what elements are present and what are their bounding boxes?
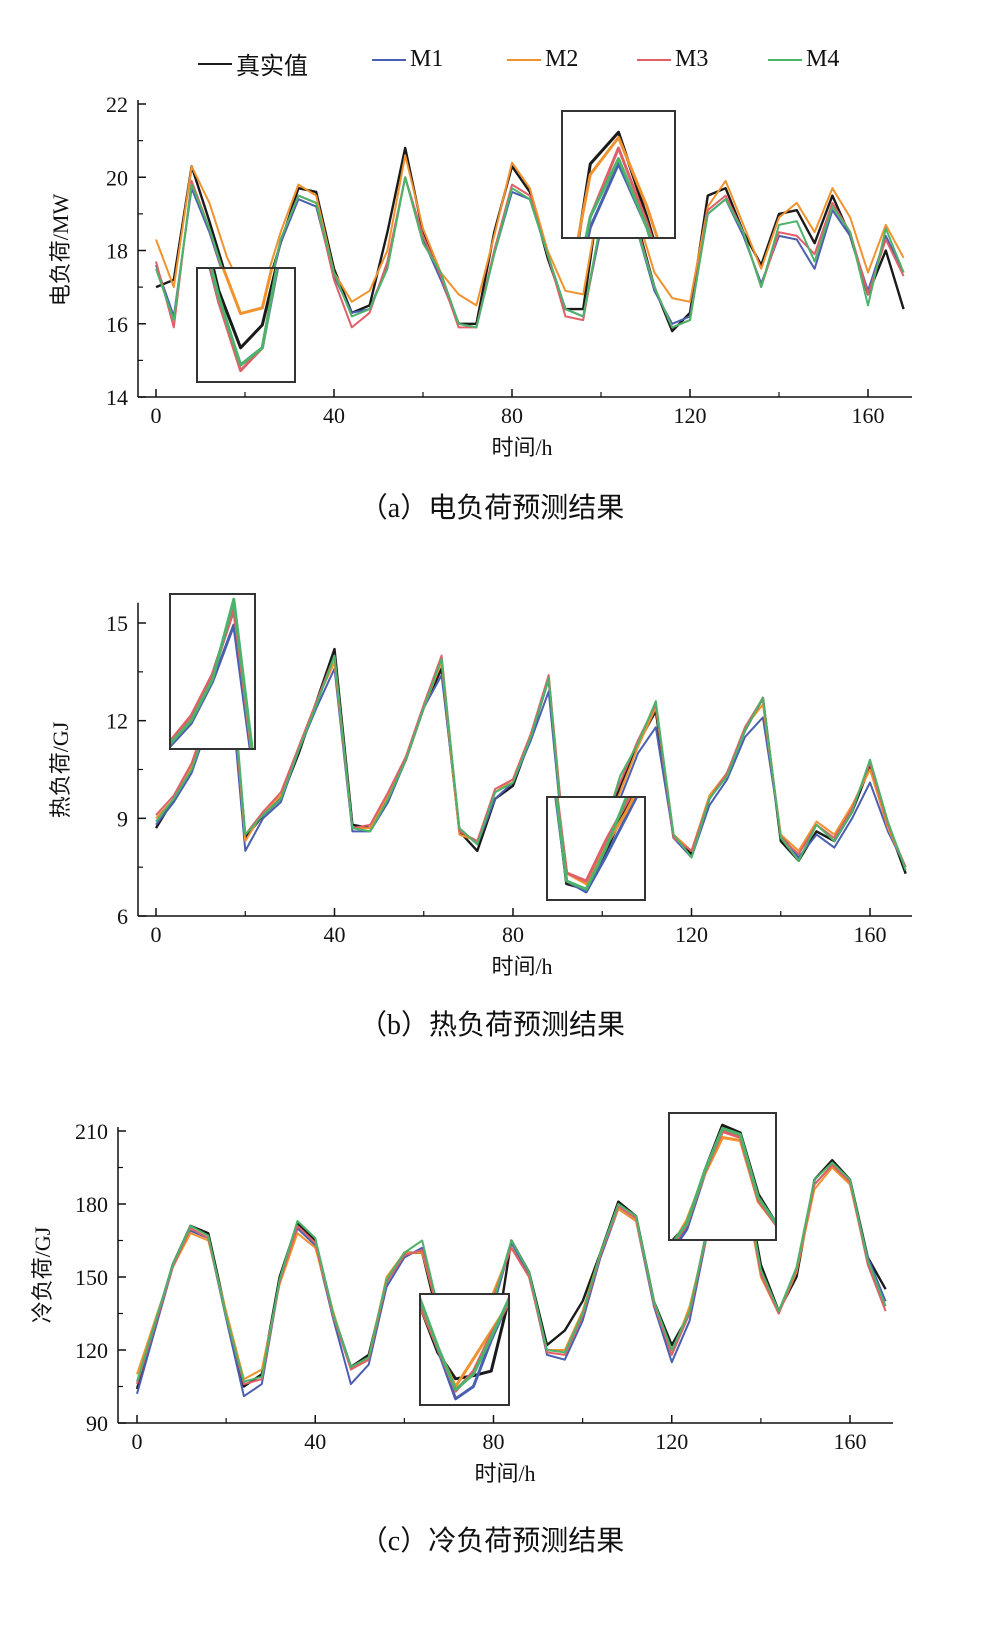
x-tick-label: 0 <box>151 403 162 428</box>
y-tick-label: 120 <box>75 1338 108 1363</box>
chart-c: 90 120 150 180 210 0 40 80 120 160 时间/h 冷负荷/GJ <box>30 1112 893 1486</box>
x-tick-label: 80 <box>483 1429 505 1454</box>
series-line-M2 <box>155 625 907 878</box>
x-axis-label: 时间/h <box>491 954 552 979</box>
inset-background <box>420 1294 509 1405</box>
zoom-inset <box>208 268 280 373</box>
inset-line-M4 <box>170 597 254 749</box>
y-axis-label: 冷负荷/GJ <box>30 1226 55 1323</box>
x-tick-label: 120 <box>674 403 707 428</box>
inset-line-M3 <box>170 608 254 749</box>
y-axis-label: 电负荷/MW <box>48 194 73 307</box>
x-tick-label: 160 <box>854 922 887 947</box>
y-axis-label: 热负荷/GJ <box>48 721 73 818</box>
legend-label: 真实值 <box>236 54 308 80</box>
inset-line-真实值 <box>211 268 278 350</box>
y-tick-label: 20 <box>106 165 128 190</box>
x-tick-label: 40 <box>323 403 345 428</box>
inset-frame <box>668 1112 777 1241</box>
x-axis-label: 时间/h <box>474 1461 535 1486</box>
x-tick-label: 160 <box>852 403 885 428</box>
inset-line-M4 <box>672 1126 776 1240</box>
y-tick-label: 22 <box>106 92 128 117</box>
y-tick-label: 14 <box>106 385 128 410</box>
legend-swatch <box>507 58 541 61</box>
legend-label: M1 <box>410 46 444 72</box>
inset-line-M3 <box>674 1129 776 1240</box>
series-line-M3 <box>155 628 907 875</box>
inset-frame <box>419 1293 510 1406</box>
zoom-inset <box>671 1123 776 1240</box>
y-tick-label: 15 <box>106 611 128 636</box>
caption-b: （b）热负荷预测结果 <box>358 1010 625 1041</box>
x-tick-label: 160 <box>834 1429 867 1454</box>
inset-line-M1 <box>170 623 252 749</box>
zoom-inset <box>170 597 254 749</box>
series-line-M3 <box>136 1164 887 1388</box>
y-tick-label: 9 <box>117 806 128 831</box>
legend-label: M4 <box>806 46 840 72</box>
y-tick-label: 180 <box>75 1192 108 1217</box>
series-line-M1 <box>155 648 907 888</box>
legend-label: M3 <box>675 46 709 72</box>
series-line-M2 <box>155 154 905 307</box>
legend-item-m1: M1 <box>372 46 443 73</box>
chart-b: 6 9 12 15 0 40 80 120 160 时间/h 热负荷/GJ <box>48 593 912 979</box>
x-tick-label: 0 <box>151 922 162 947</box>
y-tick-label: 12 <box>106 709 128 734</box>
series-line-M4 <box>136 1159 887 1386</box>
inset-background <box>562 111 675 238</box>
x-tick-label: 0 <box>132 1429 143 1454</box>
y-tick-label: 6 <box>117 904 128 929</box>
inset-line-真实值 <box>170 608 254 749</box>
legend-swatch <box>637 58 671 61</box>
legend: 真实值 M1 M2 M3 M4 <box>0 46 984 80</box>
series-line-M4 <box>155 615 907 885</box>
x-tick-label: 40 <box>304 1429 326 1454</box>
chart-a: 14 16 18 20 22 0 40 80 120 160 时间/h 电负荷/MW <box>48 92 912 460</box>
x-tick-label: 40 <box>324 922 346 947</box>
y-tick-label: 210 <box>75 1119 108 1144</box>
y-tick-label: 90 <box>86 1411 108 1436</box>
legend-label: M2 <box>545 46 579 72</box>
legend-swatch <box>768 58 802 61</box>
inset-frame <box>196 267 296 383</box>
x-tick-label: 80 <box>502 922 524 947</box>
y-tick-label: 150 <box>75 1265 108 1290</box>
x-tick-label: 120 <box>655 1429 688 1454</box>
x-tick-label: 80 <box>501 403 523 428</box>
y-tick-label: 16 <box>106 312 128 337</box>
y-tick-label: 18 <box>106 239 128 264</box>
x-tick-label: 120 <box>675 922 708 947</box>
caption-c: （c）冷负荷预测结果 <box>359 1526 625 1557</box>
caption-a: （a）电负荷预测结果 <box>359 493 625 524</box>
legend-item-m4: M4 <box>768 46 839 73</box>
legend-swatch <box>372 58 406 61</box>
x-axis-label: 时间/h <box>491 435 552 460</box>
series-line-M4 <box>155 176 905 329</box>
legend-item-m3: M3 <box>637 46 708 73</box>
inset-frame <box>169 593 256 750</box>
legend-item-true: 真实值 <box>198 46 308 81</box>
inset-line-M2 <box>576 136 659 238</box>
inset-frame <box>546 796 646 901</box>
inset-frame <box>561 110 676 239</box>
legend-swatch <box>198 62 232 65</box>
inset-line-M2 <box>170 605 253 749</box>
legend-item-m2: M2 <box>507 46 578 73</box>
